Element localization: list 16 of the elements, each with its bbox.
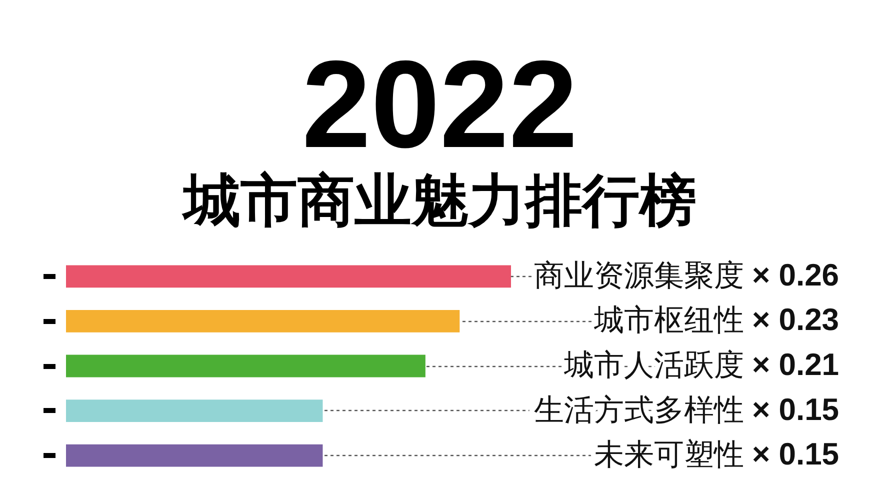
y-tick-label: 城市枢纽性 [593,304,744,338]
chart-subtitle: 城市商业魅力排行榜 [181,169,696,233]
y-tick-label: 城市人活跃度 [563,349,744,382]
data-label: × 0.21 [752,347,840,382]
bar [66,354,426,378]
data-label: × 0.15 [752,436,840,472]
data-label: × 0.26 [752,257,840,292]
data-label: × 0.23 [752,302,840,338]
bar [66,444,323,467]
y-tick-label: 生活方式多样性 [534,394,744,427]
bar [66,400,323,422]
y-tick-label: 商业资源集聚度 [534,259,744,292]
y-tick-label: 未来可塑性 [594,438,744,472]
bar [66,310,460,332]
bar [66,265,511,288]
data-label: × 0.15 [752,392,840,427]
